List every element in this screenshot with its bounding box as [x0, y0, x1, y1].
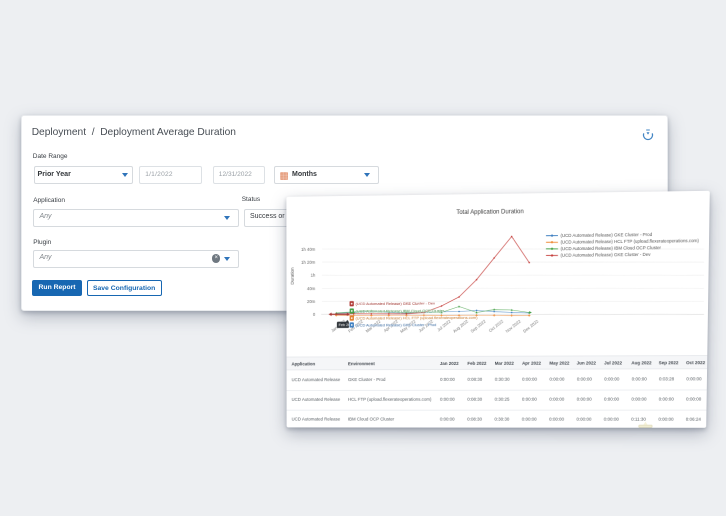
svg-text:(UCD Automated Release) GKE Cl: (UCD Automated Release) GKE Cluster - De… — [356, 301, 436, 307]
svg-text:0: 0 — [313, 312, 316, 317]
svg-text:(UCD Automated Release) IBM Cl: (UCD Automated Release) IBM Cloud OCP Cl… — [561, 245, 662, 251]
svg-text:(UCD Automated Release) HCL FT: (UCD Automated Release) HCL FTP (upload.… — [560, 238, 699, 245]
svg-text:Feb 20: Feb 20 — [339, 323, 351, 327]
svg-text:Total Application Duration: Total Application Duration — [456, 209, 523, 216]
svg-text:Sep 2022: Sep 2022 — [469, 318, 487, 334]
svg-text:1h: 1h — [311, 273, 316, 278]
svg-text:(UCD Automated Release) GKE Cl: (UCD Automated Release) GKE Cluster - Pr… — [355, 322, 436, 328]
svg-text:1h 20m: 1h 20m — [301, 260, 316, 265]
svg-text:Duration: Duration — [290, 267, 295, 285]
svg-text:(UCD Automated Release) HCL FT: (UCD Automated Release) HCL FTP (upload.… — [355, 315, 478, 321]
svg-text:Aug 2022: Aug 2022 — [452, 318, 470, 334]
svg-text:20m: 20m — [307, 299, 316, 304]
svg-text:40m: 40m — [307, 286, 316, 291]
svg-text:1h 40m: 1h 40m — [301, 247, 316, 252]
svg-text:Oct 2022: Oct 2022 — [488, 318, 505, 333]
svg-text:(UCD Automated Release) GKE Cl: (UCD Automated Release) GKE Cluster - Pr… — [560, 232, 652, 238]
svg-text:Dec 2022: Dec 2022 — [522, 318, 540, 334]
svg-text:(UCD Automated Release) GKE Cl: (UCD Automated Release) GKE Cluster - De… — [560, 252, 651, 258]
svg-text:Nov 2022: Nov 2022 — [505, 318, 523, 334]
svg-text:(UCD Automated Release) IBM Cl: (UCD Automated Release) IBM Cloud OCP Cl… — [355, 308, 444, 314]
